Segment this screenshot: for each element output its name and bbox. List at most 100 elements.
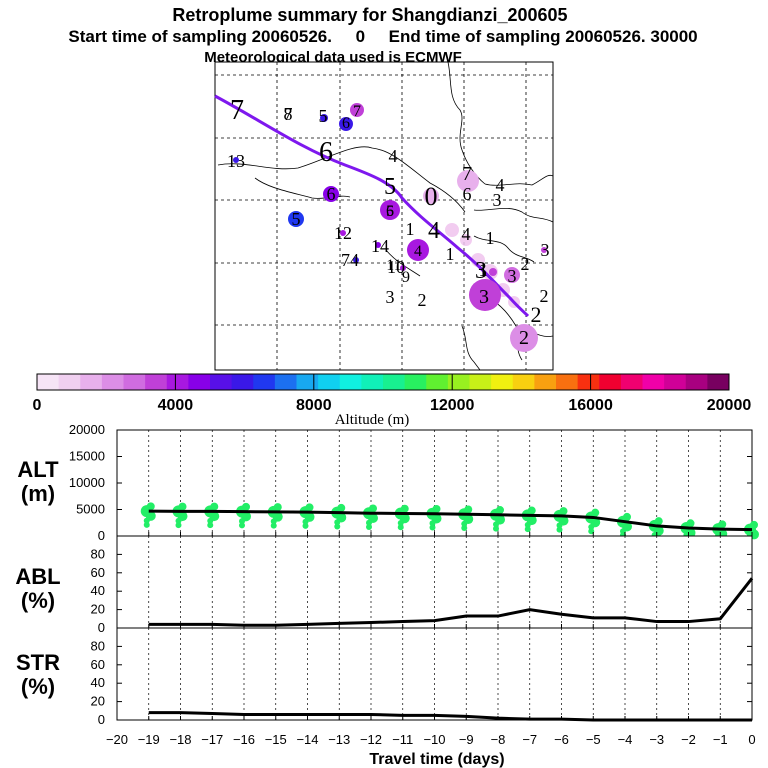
- altitude-cluster-dot: [429, 524, 436, 531]
- colorbar-swatch: [166, 374, 189, 390]
- x-tick-label: −4: [618, 732, 633, 747]
- y-tick-label: 80: [91, 546, 105, 561]
- trajectory-label: 4: [428, 218, 440, 244]
- colorbar-tick-label: 4000: [158, 397, 194, 414]
- altitude-cluster-dot: [273, 503, 282, 512]
- x-tick-label: −5: [586, 732, 601, 747]
- altitude-cluster-dot: [302, 522, 309, 529]
- colorbar-swatch: [577, 374, 600, 390]
- sampling-time-subtitle: Start time of sampling 20060526. 0 End t…: [68, 27, 697, 46]
- cluster-label: 74: [341, 250, 359, 270]
- y-tick-label: 20000: [69, 422, 105, 437]
- x-tick-label: −15: [265, 732, 287, 747]
- cluster-label: 1: [479, 260, 488, 280]
- cluster-label: 14: [371, 236, 389, 256]
- cluster-label: 0: [425, 182, 438, 211]
- colorbar-swatch: [599, 374, 622, 390]
- colorbar-swatch: [101, 374, 124, 390]
- cluster-label: 3: [386, 287, 395, 307]
- altitude-cluster-dot: [337, 503, 346, 512]
- altitude-cluster-dot: [591, 508, 600, 517]
- panel-ylabel-unit: (%): [21, 588, 55, 613]
- altitude-cluster-dot: [397, 524, 404, 531]
- trajectory-label: 6: [319, 137, 333, 168]
- colorbar-swatch: [447, 374, 470, 390]
- colorbar-tick-label: 16000: [568, 397, 613, 414]
- x-tick-label: −12: [360, 732, 382, 747]
- x-axis-label: Travel time (days): [369, 751, 504, 768]
- colorbar-swatch: [534, 374, 557, 390]
- cluster-label: 4: [462, 224, 471, 244]
- altitude-cluster-dot: [527, 506, 536, 515]
- colorbar-tick-label: 20000: [707, 397, 752, 414]
- panel-ylabel-unit: (%): [21, 674, 55, 699]
- trajectory-label: 5: [384, 174, 396, 200]
- trajectory-label: 3: [475, 258, 487, 284]
- y-tick-label: 15000: [69, 449, 105, 464]
- x-tick-label: −17: [201, 732, 223, 747]
- colorbar-swatch: [318, 374, 341, 390]
- cluster-label: 6: [386, 203, 394, 220]
- str-series-line: [148, 711, 752, 722]
- x-tick-label: −6: [554, 732, 569, 747]
- panel-ylabel: STR: [16, 650, 60, 675]
- colorbar-swatch: [123, 374, 146, 390]
- altitude-cluster-dot: [623, 512, 631, 521]
- colorbar-swatch: [253, 374, 276, 390]
- x-tick-label: −3: [649, 732, 664, 747]
- figure-title: Retroplume summary for Shangdianzi_20060…: [172, 5, 567, 25]
- cluster-label: 4: [389, 146, 398, 166]
- x-tick-label: −1: [713, 732, 728, 747]
- x-tick-label: −16: [233, 732, 255, 747]
- altitude-colorbar: 0 4000 8000 12000 16000 20000: [33, 373, 752, 414]
- cluster-label: 11: [386, 257, 401, 274]
- altitude-cluster-dot: [334, 523, 341, 530]
- time-series-panels: 05000100001500020000ALT(m)020406080ABL(%…: [15, 422, 759, 768]
- cluster-label: 5: [319, 106, 328, 126]
- cluster-label: 2: [418, 290, 427, 310]
- colorbar-swatch: [707, 374, 730, 390]
- x-tick-label: −13: [328, 732, 350, 747]
- cluster-label: 1: [486, 228, 495, 248]
- altitude-cluster-dot: [496, 506, 504, 515]
- colorbar-swatch: [210, 374, 233, 390]
- altitude-cluster-dot: [146, 502, 155, 511]
- cluster-label: 5: [386, 203, 394, 220]
- map-markers: [233, 103, 547, 352]
- cluster-label: 7: [284, 104, 293, 124]
- trajectory-label: 2: [531, 302, 542, 327]
- cluster-label: 9: [402, 269, 410, 286]
- cluster-label: 5: [292, 209, 301, 229]
- altitude-cluster-dot: [559, 507, 568, 516]
- altitude-cluster-dot: [175, 522, 182, 529]
- x-tick-label: −14: [296, 732, 318, 747]
- mean-trajectory-line: [214, 94, 530, 318]
- colorbar-swatch: [512, 374, 535, 390]
- y-tick-label: 20: [91, 694, 105, 709]
- cluster-label: 4: [414, 243, 422, 260]
- colorbar-swatch: [80, 374, 103, 390]
- cluster-label: 6: [463, 184, 472, 204]
- altitude-cluster-dot: [718, 520, 727, 529]
- abl-series-line: [148, 577, 754, 627]
- x-tick-label: −11: [392, 732, 413, 747]
- map-cluster-labels: 7 6 5 4 3 2 7 8 5 6 7 13 6 4 7 4 5 0 6 3…: [227, 95, 550, 349]
- colorbar-swatch: [274, 374, 297, 390]
- altitude-cluster-dot: [242, 502, 250, 511]
- x-tick-label: −18: [169, 732, 191, 747]
- cluster-label: 2: [521, 254, 530, 274]
- altitude-cluster-dot: [239, 522, 245, 529]
- trajectory-label: 7: [230, 95, 244, 126]
- cluster-label: 10: [387, 257, 405, 277]
- colorbar-tick-label: 8000: [296, 397, 332, 414]
- colorbar-swatch: [145, 374, 168, 390]
- x-tick-label: −10: [423, 732, 445, 747]
- altitude-cluster-dot: [654, 517, 663, 526]
- colorbar-swatch: [469, 374, 492, 390]
- cluster-label: 3: [508, 266, 517, 286]
- colorbar-swatch: [37, 374, 60, 390]
- colorbar-swatch: [404, 374, 427, 390]
- panel-ylabel: ALT: [17, 457, 59, 482]
- y-tick-label: 40: [91, 583, 105, 598]
